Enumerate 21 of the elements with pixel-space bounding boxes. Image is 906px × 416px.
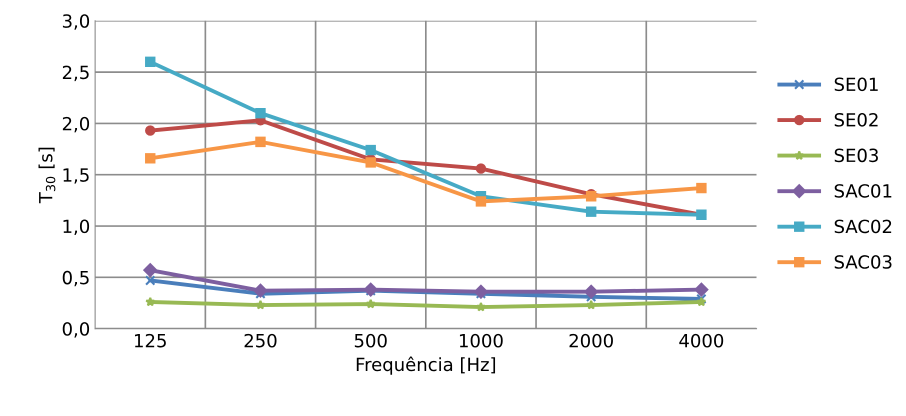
- y-tick-label: 2,5: [62, 66, 89, 82]
- legend-label: SE02: [834, 113, 878, 127]
- legend-label: SE01: [834, 77, 878, 92]
- x-tick-label: 4000: [679, 334, 724, 348]
- legend-label: SAC02: [834, 220, 892, 234]
- legend-label: SE03: [834, 148, 878, 162]
- y-tick-label: 0,0: [62, 322, 90, 338]
- y-tick-label: 1,5: [64, 168, 89, 184]
- y-tick-label: 0,5: [62, 270, 89, 286]
- y-tick-label: 2,0: [62, 116, 90, 132]
- y-axis-title: T$_{30}$ [s]: [38, 148, 56, 204]
- x-tick-label: 250: [244, 334, 277, 348]
- x-tick-label: 1000: [460, 334, 503, 348]
- x-tick-label: 125: [134, 334, 166, 348]
- x-tick-label: 2000: [570, 334, 613, 348]
- x-axis-title: Frequência [Hz]: [356, 356, 496, 375]
- y-tick-label: 3,0: [62, 14, 90, 30]
- legend-label: SAC01: [834, 184, 892, 198]
- y-tick-label: 1,0: [64, 219, 90, 235]
- legend-label: SAC03: [834, 255, 892, 269]
- x-tick-label: 500: [354, 334, 387, 348]
